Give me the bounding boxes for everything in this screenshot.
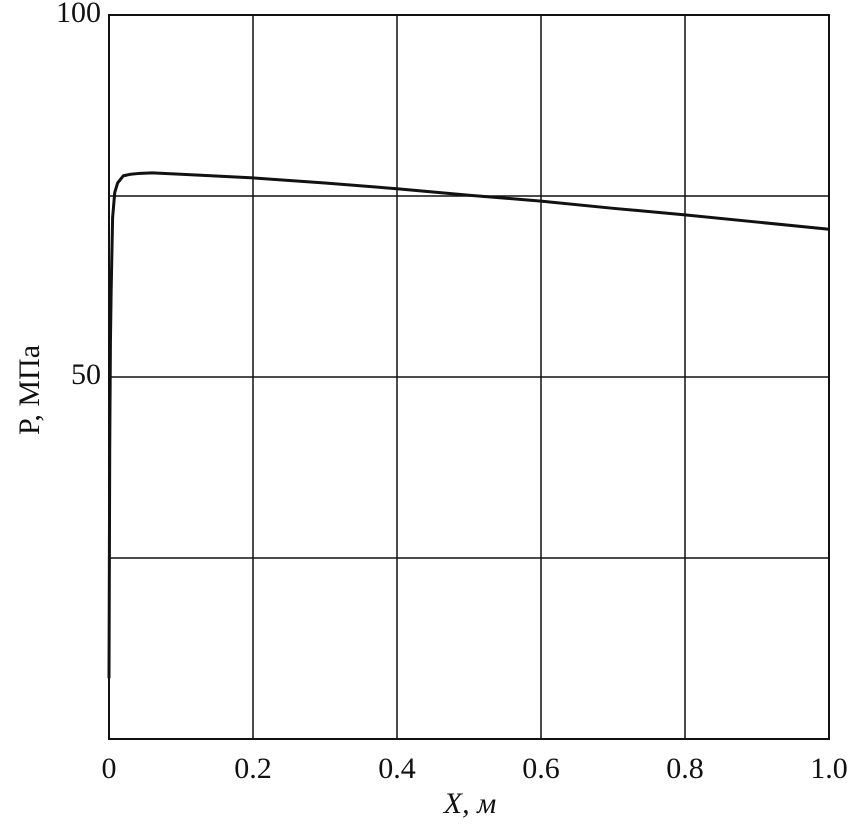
x-tick-label: 0 — [102, 752, 117, 785]
y-axis-label: P, МПа — [13, 345, 46, 435]
data-line — [107, 171, 830, 679]
x-tick-label: 1.0 — [810, 752, 848, 785]
x-tick-label: 0.8 — [666, 752, 704, 785]
x-tick-label: 0.4 — [378, 752, 416, 785]
x-tick-label: 0.2 — [234, 752, 272, 785]
x-axis-label: X, м — [443, 787, 496, 820]
y-tick-label: 100 — [56, 0, 101, 29]
x-tick-label: 0.6 — [522, 752, 560, 785]
y-tick-label: 50 — [71, 358, 101, 391]
